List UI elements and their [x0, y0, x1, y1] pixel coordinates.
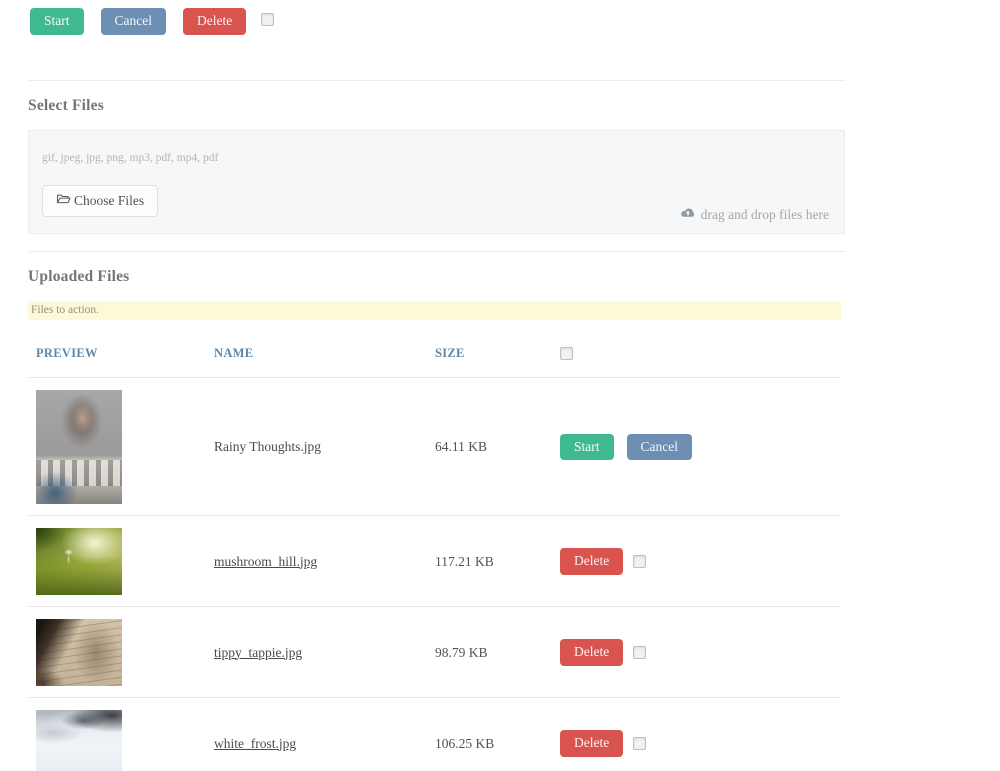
divider	[28, 251, 845, 252]
row-delete-button[interactable]: Delete	[560, 548, 624, 575]
files-to-action-notice: Files to action.	[28, 301, 841, 320]
preview-column-header: PREVIEW	[36, 345, 98, 360]
file-preview-thumbnail[interactable]	[36, 710, 122, 771]
row-cancel-button[interactable]: Cancel	[626, 433, 692, 461]
table-row: Rainy Thoughts.jpg 64.11 KB Start Cancel	[28, 377, 840, 515]
file-size: 117.21 KB	[435, 553, 494, 569]
file-dropzone[interactable]: gif, jpeg, jpg, png, mp3, pdf, mp4, pdf …	[28, 130, 845, 234]
file-name-link[interactable]: tippy_tappie.jpg	[214, 644, 303, 660]
start-all-button[interactable]: Start	[30, 8, 84, 35]
drag-drop-hint: drag and drop files here	[680, 207, 829, 223]
file-upload-page: Start Cancel Delete Select Files gif, jp…	[28, 0, 845, 771]
select-files-heading: Select Files	[28, 97, 104, 114]
file-preview-thumbnail[interactable]	[36, 619, 122, 686]
table-row: mushroom_hill.jpg 117.21 KB Delete	[28, 515, 840, 606]
file-size: 106.25 KB	[435, 735, 495, 751]
table-row: white_frost.jpg 106.25 KB Delete	[28, 697, 840, 771]
file-preview-thumbnail[interactable]	[36, 390, 122, 504]
cloud-upload-icon	[680, 207, 696, 223]
row-select-checkbox[interactable]	[633, 555, 647, 568]
select-all-rows-checkbox[interactable]	[560, 346, 573, 360]
row-start-button[interactable]: Start	[560, 433, 614, 461]
bulk-actions-toolbar: Start Cancel Delete	[28, 0, 845, 40]
row-delete-button[interactable]: Delete	[560, 639, 624, 666]
name-column-header: NAME	[214, 345, 254, 360]
uploaded-files-table: PREVIEW NAME SIZE Rainy Thoughts.jpg 64.…	[28, 329, 840, 771]
delete-selected-button[interactable]: Delete	[182, 8, 247, 35]
choose-files-label: Choose Files	[74, 192, 145, 208]
row-select-checkbox[interactable]	[633, 646, 647, 659]
table-row: tippy_tappie.jpg 98.79 KB Delete	[28, 606, 840, 697]
file-name-link[interactable]: white_frost.jpg	[214, 735, 297, 751]
cancel-all-button[interactable]: Cancel	[100, 8, 166, 35]
file-size: 64.11 KB	[435, 439, 488, 454]
size-column-header: SIZE	[435, 345, 465, 360]
file-preview-thumbnail[interactable]	[36, 528, 122, 595]
choose-files-button[interactable]: Choose Files	[42, 185, 159, 217]
row-delete-button[interactable]: Delete	[560, 730, 624, 757]
file-size: 98.79 KB	[435, 644, 488, 660]
file-name: Rainy Thoughts.jpg	[214, 439, 322, 454]
drag-drop-label: drag and drop files here	[700, 207, 829, 222]
row-select-checkbox[interactable]	[633, 737, 647, 750]
table-header-row: PREVIEW NAME SIZE	[28, 329, 840, 377]
divider	[28, 80, 845, 81]
folder-open-icon	[56, 192, 71, 209]
accepted-file-types: gif, jpeg, jpg, png, mp3, pdf, mp4, pdf	[42, 152, 219, 164]
file-name-link[interactable]: mushroom_hill.jpg	[214, 553, 318, 569]
uploaded-files-heading: Uploaded Files	[28, 268, 130, 285]
select-all-toolbar-checkbox[interactable]	[261, 13, 275, 27]
